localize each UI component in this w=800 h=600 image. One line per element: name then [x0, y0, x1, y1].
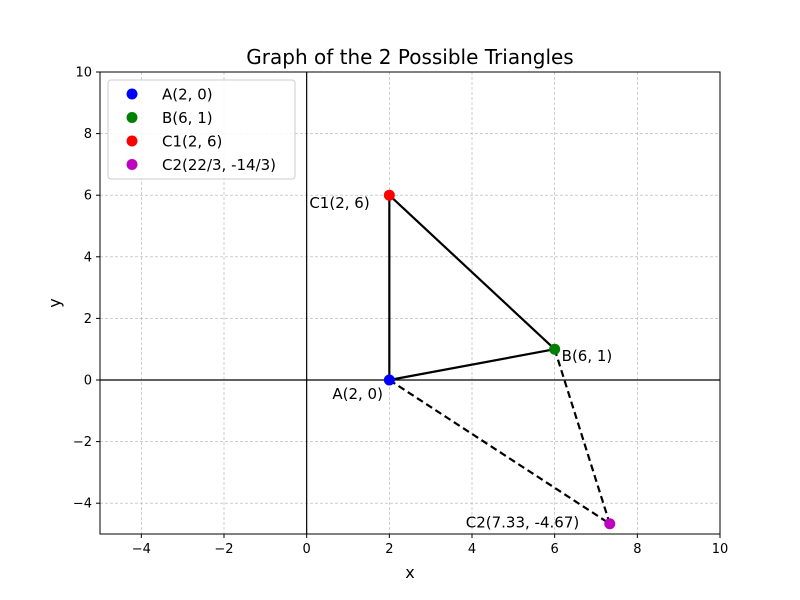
segment-A-B	[389, 348, 555, 382]
chart-title: Graph of the 2 Possible Triangles	[246, 45, 573, 69]
point-A	[383, 374, 395, 386]
point-label-C1: C1(2, 6)	[309, 194, 369, 212]
legend-box	[107, 79, 296, 180]
y-tick-label: 10	[75, 66, 92, 81]
legend: A(2, 0) B(6, 1) C1(2, 6) C2(22/3, -14/3)	[107, 79, 296, 180]
point-label-B: B(6, 1)	[562, 347, 613, 365]
segment-B-C2	[553, 348, 611, 525]
segment-A-C2	[388, 379, 611, 525]
point-C1	[383, 189, 395, 201]
triangle-segments	[388, 194, 611, 525]
point-C2	[604, 518, 616, 530]
point-labels: A(2, 0) B(6, 1) C1(2, 6) C2(7.33, -4.67)	[309, 194, 612, 532]
data-points	[383, 189, 616, 530]
origin-axes	[100, 72, 720, 534]
axis-ticks: −4 −2 0 2 4 6 8 10 −4 −2 0 2 4 6 8 10	[73, 66, 728, 558]
y-tick-label: 0	[84, 374, 92, 389]
point-B	[549, 343, 561, 355]
y-tick-label: −4	[73, 497, 92, 512]
y-tick-label: 8	[84, 127, 92, 142]
y-axis-label: y	[45, 298, 64, 307]
y-tick-label: 4	[84, 250, 92, 265]
x-tick-label: 6	[551, 542, 559, 557]
x-tick-label: −2	[214, 542, 233, 557]
x-tick-label: 0	[303, 542, 311, 557]
y-tick-label: −2	[73, 435, 92, 450]
legend-marker-A	[126, 88, 138, 100]
x-tick-label: 2	[385, 542, 393, 557]
y-tick-label: 2	[84, 312, 92, 327]
x-tick-label: −4	[132, 542, 151, 557]
x-tick-label: 8	[633, 542, 641, 557]
segment-B-C1	[388, 194, 556, 351]
x-axis-label: x	[405, 563, 414, 582]
legend-label-A: A(2, 0)	[162, 86, 213, 104]
legend-label-C2: C2(22/3, -14/3)	[162, 156, 276, 174]
legend-label-B: B(6, 1)	[162, 109, 213, 127]
legend-label-C1: C1(2, 6)	[162, 133, 222, 151]
point-label-A: A(2, 0)	[332, 385, 383, 403]
x-tick-label: 10	[712, 542, 729, 557]
y-tick-label: 6	[84, 189, 92, 204]
legend-marker-C2	[126, 159, 138, 170]
legend-marker-C1	[126, 135, 138, 147]
x-tick-label: 4	[468, 542, 476, 557]
plot-frame	[99, 71, 721, 535]
legend-marker-B	[126, 112, 138, 123]
point-label-C2: C2(7.33, -4.67)	[466, 514, 579, 532]
